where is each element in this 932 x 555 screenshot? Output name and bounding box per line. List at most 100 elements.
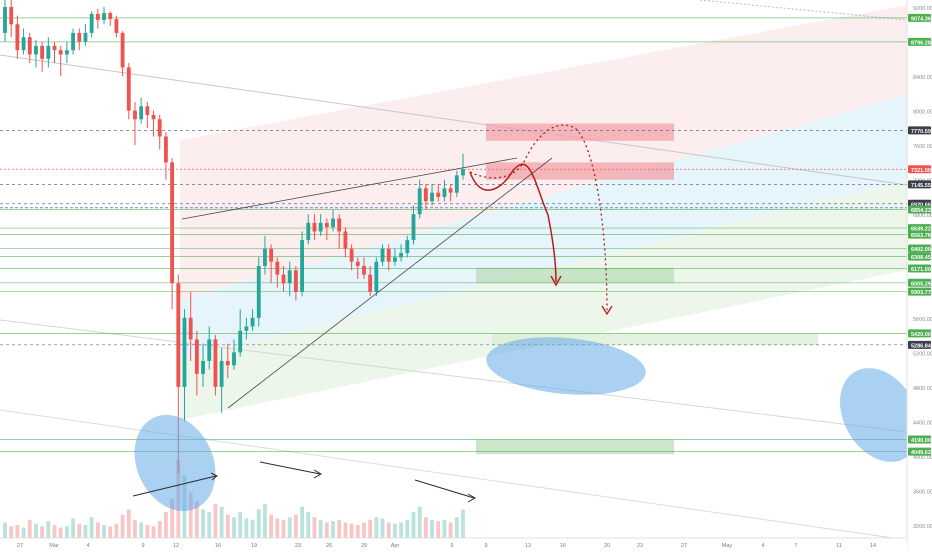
candle-body[interactable] [157,119,162,137]
volume-bar [355,525,360,538]
candle-body[interactable] [281,274,286,284]
candle-body[interactable] [120,32,125,68]
candle-body[interactable] [324,222,329,228]
candle-body[interactable] [139,106,144,120]
price-label: 9074.36 [911,16,931,22]
candle-body[interactable] [34,45,38,55]
candle-body[interactable] [182,317,187,387]
candle-body[interactable] [331,218,335,228]
candle-body[interactable] [411,214,416,241]
candle-body[interactable] [21,37,26,51]
resistance-trendline [181,157,518,220]
volume-bar [312,517,317,538]
candle-body[interactable] [448,188,453,193]
candle-body[interactable] [386,248,391,262]
candle-body[interactable] [318,222,323,232]
price-label: 7770.59 [911,129,931,135]
candle-body[interactable] [238,330,243,353]
price-label: 6402.00 [911,247,931,253]
candle-body[interactable] [52,45,57,51]
candle-body[interactable] [399,253,404,258]
candle-body[interactable] [201,360,205,374]
candle-body[interactable] [219,360,224,387]
candle-body[interactable] [349,248,354,262]
candle-body[interactable] [213,339,218,387]
volume-bar [34,523,38,538]
candle-body[interactable] [293,270,298,292]
time-tick-label: 11 [836,543,842,549]
candle-body[interactable] [263,248,267,266]
volume-bar [324,522,329,538]
candle-body[interactable] [355,261,360,266]
candle-body[interactable] [256,266,261,318]
candle-body[interactable] [151,114,156,120]
candle-body[interactable] [454,175,459,193]
price-axis: 9200.008800.008400.008000.007600.007200.… [906,0,932,550]
candle-body[interactable] [374,261,379,292]
candle-body[interactable] [368,274,373,292]
candle-body[interactable] [64,50,69,55]
candle-body[interactable] [306,222,311,241]
candle-body[interactable] [176,283,181,387]
candle-body[interactable] [46,45,51,59]
time-tick-label: 16 [215,543,221,549]
candle-body[interactable] [207,339,212,361]
candle-body[interactable] [337,218,342,232]
candle-body[interactable] [442,188,447,197]
candle-body[interactable] [83,32,88,42]
price-tick-label: 5600.00 [913,317,932,323]
candle-body[interactable] [461,169,465,176]
candle-body[interactable] [114,19,119,33]
candle-body[interactable] [9,7,14,25]
candle-body[interactable] [188,317,193,340]
candle-body[interactable] [312,222,317,232]
candle-body[interactable] [423,188,428,202]
candle-body[interactable] [77,32,82,42]
candle-body[interactable] [71,32,75,51]
candle-body[interactable] [40,45,45,59]
candle-body[interactable] [126,67,131,111]
price-label-box [908,287,931,296]
candle-body[interactable] [108,13,113,20]
candle-body[interactable] [89,13,94,33]
projection-arrow-dotted [469,124,608,311]
candle-body[interactable] [393,257,397,262]
price-label-box [908,13,931,22]
trend-line [699,0,908,21]
price-label-box [908,264,931,273]
candle-body[interactable] [380,248,385,262]
candle-body[interactable] [430,192,434,202]
candle-body[interactable] [269,248,274,262]
candle-body[interactable] [3,7,7,33]
candle-body[interactable] [244,326,249,331]
candle-body[interactable] [170,162,175,284]
candle-body[interactable] [58,50,63,55]
volume-bar [461,509,465,538]
candle-body[interactable] [405,240,410,254]
candle-body[interactable] [27,37,32,55]
candle-body[interactable] [300,240,304,292]
volume-bar [15,525,20,538]
candle-body[interactable] [145,106,150,115]
candle-body[interactable] [164,136,168,163]
candle-body[interactable] [194,339,199,374]
candle-body[interactable] [436,192,441,197]
candle-body[interactable] [15,24,20,51]
candle-body[interactable] [275,261,280,275]
candle-body[interactable] [102,13,106,20]
candle-body[interactable] [95,13,100,20]
candle-body[interactable] [250,317,255,327]
candle-body[interactable] [225,360,230,366]
candle-body[interactable] [362,266,366,275]
candle-body[interactable] [417,188,422,215]
volume-bar [380,518,385,538]
candle-body[interactable] [232,352,236,366]
volume-bar [213,504,218,538]
candle-body[interactable] [287,270,292,284]
price-label-box [908,37,931,46]
candle-body[interactable] [343,231,348,249]
candle-body[interactable] [133,110,137,120]
time-axis-bg [0,538,907,550]
